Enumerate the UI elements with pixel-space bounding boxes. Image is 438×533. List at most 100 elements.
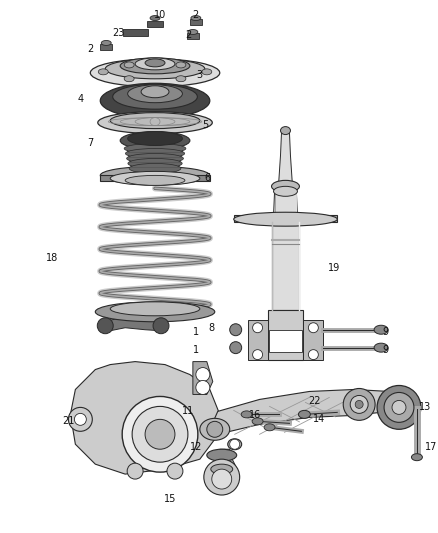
Polygon shape bbox=[123, 29, 148, 36]
Ellipse shape bbox=[100, 83, 210, 118]
Ellipse shape bbox=[125, 175, 185, 185]
Circle shape bbox=[145, 419, 175, 449]
Circle shape bbox=[207, 422, 223, 437]
Text: 16: 16 bbox=[248, 410, 261, 421]
Polygon shape bbox=[100, 44, 112, 50]
Ellipse shape bbox=[95, 302, 215, 322]
Text: 13: 13 bbox=[419, 402, 431, 413]
Circle shape bbox=[196, 368, 210, 382]
Circle shape bbox=[97, 318, 113, 334]
Ellipse shape bbox=[374, 343, 388, 352]
Polygon shape bbox=[127, 149, 183, 175]
Circle shape bbox=[167, 463, 183, 479]
Circle shape bbox=[350, 395, 368, 414]
Ellipse shape bbox=[273, 187, 297, 196]
Text: 1: 1 bbox=[193, 327, 199, 337]
Ellipse shape bbox=[264, 424, 275, 431]
Text: 19: 19 bbox=[328, 263, 340, 273]
Ellipse shape bbox=[110, 112, 200, 128]
Circle shape bbox=[253, 323, 262, 333]
Ellipse shape bbox=[141, 86, 169, 98]
Text: 18: 18 bbox=[46, 253, 59, 263]
Text: 6: 6 bbox=[205, 173, 211, 183]
Ellipse shape bbox=[124, 62, 134, 68]
Text: 14: 14 bbox=[313, 414, 325, 424]
Text: 9: 9 bbox=[382, 327, 388, 337]
Circle shape bbox=[392, 400, 406, 414]
Ellipse shape bbox=[98, 111, 212, 134]
Ellipse shape bbox=[120, 132, 190, 149]
Circle shape bbox=[253, 350, 262, 360]
Polygon shape bbox=[147, 21, 163, 27]
Text: 21: 21 bbox=[62, 416, 74, 426]
Circle shape bbox=[212, 469, 232, 489]
Circle shape bbox=[308, 323, 318, 333]
Polygon shape bbox=[193, 361, 213, 394]
Circle shape bbox=[74, 414, 86, 425]
Circle shape bbox=[196, 381, 210, 394]
Bar bbox=[268, 330, 302, 352]
Text: 3: 3 bbox=[197, 70, 203, 80]
Ellipse shape bbox=[207, 449, 237, 461]
Ellipse shape bbox=[228, 439, 242, 450]
Ellipse shape bbox=[252, 418, 263, 425]
Ellipse shape bbox=[127, 154, 184, 164]
Ellipse shape bbox=[188, 29, 198, 35]
Circle shape bbox=[308, 350, 318, 360]
Ellipse shape bbox=[101, 41, 111, 45]
Ellipse shape bbox=[125, 149, 185, 158]
Ellipse shape bbox=[98, 69, 108, 75]
Circle shape bbox=[127, 463, 143, 479]
Polygon shape bbox=[210, 390, 389, 434]
Polygon shape bbox=[234, 215, 337, 222]
Text: 22: 22 bbox=[308, 397, 321, 407]
Circle shape bbox=[230, 324, 242, 336]
Text: 2: 2 bbox=[193, 10, 199, 20]
Polygon shape bbox=[272, 222, 300, 310]
Polygon shape bbox=[71, 361, 220, 474]
Ellipse shape bbox=[90, 59, 220, 87]
Ellipse shape bbox=[150, 15, 160, 21]
Circle shape bbox=[204, 459, 240, 495]
Ellipse shape bbox=[272, 180, 300, 192]
Polygon shape bbox=[247, 320, 268, 360]
Ellipse shape bbox=[124, 143, 186, 154]
Ellipse shape bbox=[241, 411, 252, 418]
Ellipse shape bbox=[100, 166, 210, 184]
Ellipse shape bbox=[135, 58, 175, 70]
Ellipse shape bbox=[127, 132, 182, 146]
Ellipse shape bbox=[411, 454, 422, 461]
Text: 2: 2 bbox=[87, 44, 93, 54]
Ellipse shape bbox=[176, 76, 186, 82]
Text: 10: 10 bbox=[154, 10, 166, 20]
Polygon shape bbox=[273, 192, 297, 215]
Circle shape bbox=[230, 439, 240, 449]
Ellipse shape bbox=[110, 302, 200, 316]
Ellipse shape bbox=[234, 212, 337, 226]
Ellipse shape bbox=[202, 69, 212, 75]
Text: 15: 15 bbox=[164, 494, 176, 504]
Ellipse shape bbox=[145, 59, 165, 67]
Ellipse shape bbox=[110, 172, 200, 185]
Ellipse shape bbox=[176, 62, 186, 68]
Circle shape bbox=[132, 406, 188, 462]
Ellipse shape bbox=[113, 84, 198, 109]
Polygon shape bbox=[187, 33, 199, 39]
Text: 12: 12 bbox=[190, 442, 202, 452]
Ellipse shape bbox=[124, 76, 134, 82]
Polygon shape bbox=[279, 133, 293, 185]
Polygon shape bbox=[210, 449, 240, 481]
Text: 1: 1 bbox=[193, 345, 199, 354]
Text: 23: 23 bbox=[112, 28, 124, 38]
Circle shape bbox=[355, 400, 363, 408]
Circle shape bbox=[153, 318, 169, 334]
Circle shape bbox=[343, 389, 375, 421]
Ellipse shape bbox=[200, 418, 230, 440]
Text: 9: 9 bbox=[382, 345, 388, 354]
Ellipse shape bbox=[211, 464, 233, 474]
Circle shape bbox=[68, 407, 92, 431]
Circle shape bbox=[122, 397, 198, 472]
Ellipse shape bbox=[128, 158, 182, 168]
Ellipse shape bbox=[191, 15, 201, 21]
Text: 7: 7 bbox=[87, 138, 93, 148]
